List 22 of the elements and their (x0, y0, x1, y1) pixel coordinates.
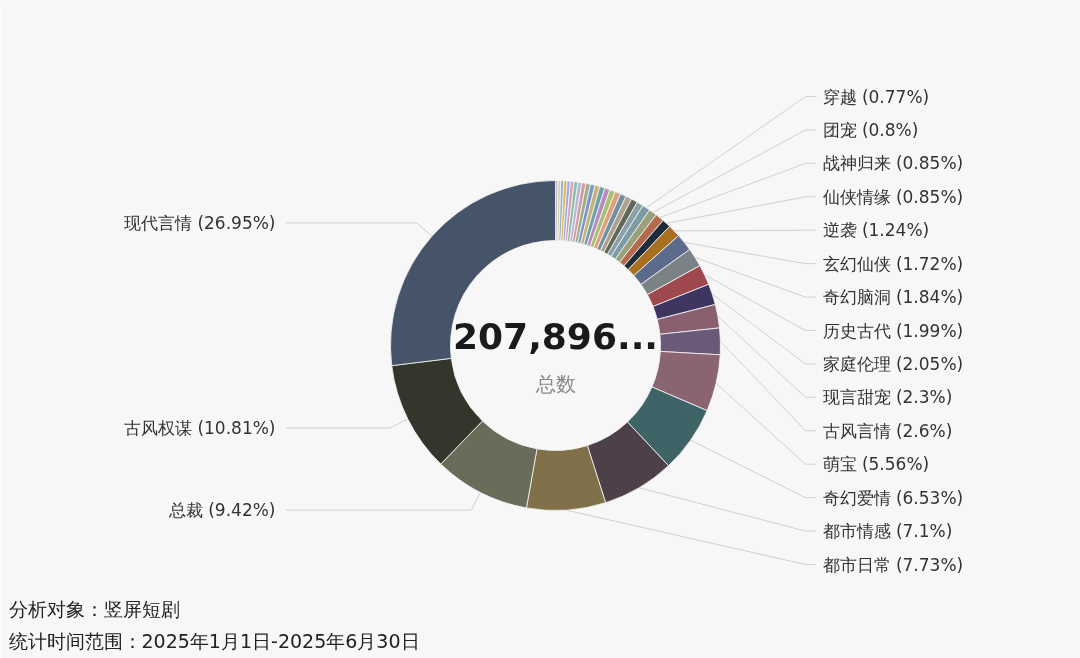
slice-label: 玄幻仙侠 (1.72%) (822, 253, 964, 274)
slice-label: 现代言情 (26.95%) (124, 212, 276, 233)
slice-label: 逆袭 (1.24%) (822, 220, 930, 241)
text: 总数 (534, 371, 576, 396)
text: 分析对象：竖屏短剧 (8, 597, 180, 620)
slice-label: 古风言情 (2.6%) (822, 420, 953, 441)
slice-label: 战神归来 (0.85%) (822, 153, 964, 174)
slice-label: 萌宝 (5.56%) (822, 454, 930, 475)
slice-label: 奇幻脑洞 (1.84%) (822, 287, 964, 308)
text: 统计时间范围：2025年1月1日-2025年6月30日 (8, 629, 420, 652)
slice-label: 现言甜宠 (2.3%) (822, 387, 953, 408)
slice-label: 都市情感 (7.1%) (822, 521, 953, 542)
slice-label: 家庭伦理 (2.05%) (822, 353, 964, 374)
slice-label: 都市日常 (7.73%) (822, 554, 964, 575)
slice-label: 仙侠情缘 (0.85%) (822, 186, 964, 207)
slice-label: 穿越 (0.77%) (822, 86, 930, 107)
slice-label: 总裁 (9.42%) (167, 500, 276, 521)
slice-label: 古风权谋 (10.81%) (124, 417, 276, 438)
slice-label: 团宠 (0.8%) (822, 119, 919, 140)
slice-label: 历史古代 (1.99%) (822, 320, 964, 341)
text: 207,896... (453, 315, 658, 357)
slice-label: 奇幻爱情 (6.53%) (822, 487, 964, 508)
